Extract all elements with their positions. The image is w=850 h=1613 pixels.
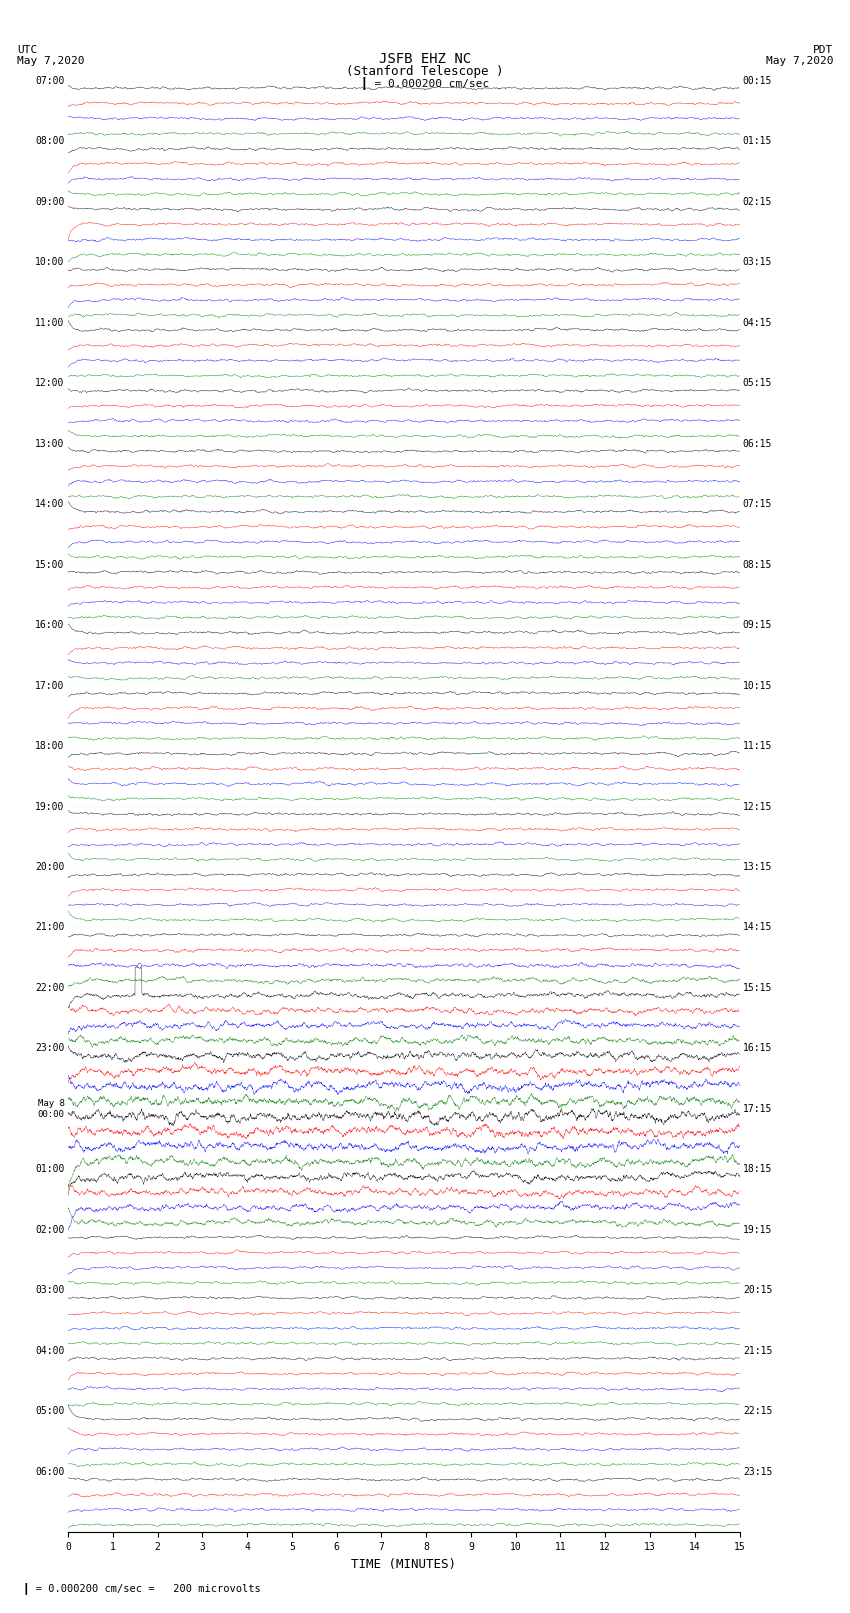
- Text: 06:00: 06:00: [35, 1466, 65, 1478]
- Text: 00:15: 00:15: [743, 76, 773, 85]
- Text: 09:15: 09:15: [743, 619, 773, 631]
- Text: 16:15: 16:15: [743, 1044, 773, 1053]
- Text: 16:00: 16:00: [35, 619, 65, 631]
- Text: 18:00: 18:00: [35, 740, 65, 752]
- Text: 12:00: 12:00: [35, 377, 65, 389]
- Text: 08:15: 08:15: [743, 560, 773, 569]
- Text: UTC: UTC: [17, 45, 37, 55]
- Text: May 7,2020: May 7,2020: [17, 56, 84, 66]
- Text: 10:00: 10:00: [35, 256, 65, 268]
- Text: May 7,2020: May 7,2020: [766, 56, 833, 66]
- Text: 04:00: 04:00: [35, 1345, 65, 1357]
- Text: 13:15: 13:15: [743, 861, 773, 873]
- Text: 15:00: 15:00: [35, 560, 65, 569]
- Text: 02:00: 02:00: [35, 1224, 65, 1236]
- Text: 20:00: 20:00: [35, 861, 65, 873]
- Text: 01:15: 01:15: [743, 135, 773, 147]
- Text: 23:15: 23:15: [743, 1466, 773, 1478]
- Text: 03:00: 03:00: [35, 1286, 65, 1295]
- Text: ┃ = 0.000200 cm/sec: ┃ = 0.000200 cm/sec: [361, 77, 489, 90]
- Text: 14:15: 14:15: [743, 923, 773, 932]
- Text: 01:00: 01:00: [35, 1165, 65, 1174]
- Text: 11:15: 11:15: [743, 740, 773, 752]
- Text: 07:15: 07:15: [743, 498, 773, 510]
- Text: JSFB EHZ NC: JSFB EHZ NC: [379, 52, 471, 66]
- Text: PDT: PDT: [813, 45, 833, 55]
- Text: 07:00: 07:00: [35, 76, 65, 85]
- Text: 20:15: 20:15: [743, 1286, 773, 1295]
- Text: 06:15: 06:15: [743, 439, 773, 448]
- Text: 18:15: 18:15: [743, 1165, 773, 1174]
- Text: 03:15: 03:15: [743, 256, 773, 268]
- Text: 17:15: 17:15: [743, 1103, 773, 1115]
- Text: 02:15: 02:15: [743, 197, 773, 206]
- Text: 04:15: 04:15: [743, 318, 773, 327]
- Text: 23:00: 23:00: [35, 1044, 65, 1053]
- Text: ┃ = 0.000200 cm/sec =   200 microvolts: ┃ = 0.000200 cm/sec = 200 microvolts: [17, 1582, 261, 1594]
- Text: 19:00: 19:00: [35, 802, 65, 811]
- Text: May 8
00:00: May 8 00:00: [37, 1098, 65, 1119]
- Text: 13:00: 13:00: [35, 439, 65, 448]
- Text: 22:15: 22:15: [743, 1407, 773, 1416]
- Text: 21:15: 21:15: [743, 1345, 773, 1357]
- X-axis label: TIME (MINUTES): TIME (MINUTES): [351, 1558, 456, 1571]
- Text: 15:15: 15:15: [743, 982, 773, 994]
- Text: 14:00: 14:00: [35, 498, 65, 510]
- Text: (Stanford Telescope ): (Stanford Telescope ): [346, 65, 504, 77]
- Text: 08:00: 08:00: [35, 135, 65, 147]
- Text: 11:00: 11:00: [35, 318, 65, 327]
- Text: 05:15: 05:15: [743, 377, 773, 389]
- Text: 22:00: 22:00: [35, 982, 65, 994]
- Text: 09:00: 09:00: [35, 197, 65, 206]
- Text: 05:00: 05:00: [35, 1407, 65, 1416]
- Text: 10:15: 10:15: [743, 681, 773, 690]
- Text: 19:15: 19:15: [743, 1224, 773, 1236]
- Text: 21:00: 21:00: [35, 923, 65, 932]
- Text: 12:15: 12:15: [743, 802, 773, 811]
- Text: 17:00: 17:00: [35, 681, 65, 690]
